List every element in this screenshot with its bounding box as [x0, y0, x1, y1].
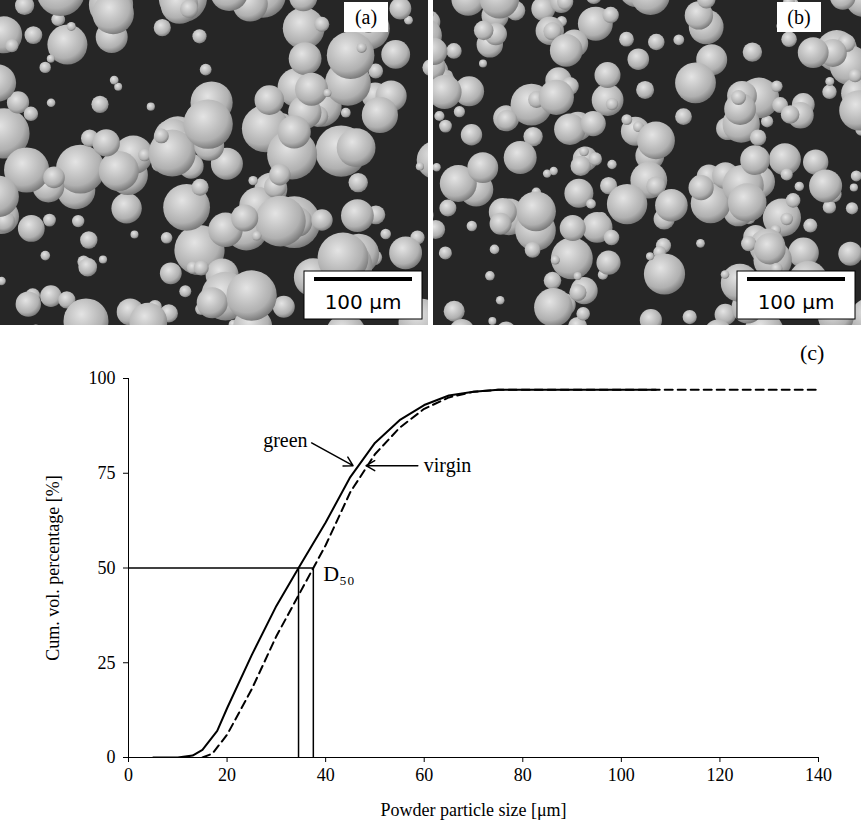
svg-text:140: 140 [805, 765, 832, 785]
svg-text:Powder particle size [μm]: Powder particle size [μm] [380, 800, 566, 820]
svg-text:100 μm: 100 μm [758, 290, 835, 314]
svg-text:(a): (a) [355, 6, 377, 29]
svg-text:green: green [263, 429, 307, 452]
svg-text:100: 100 [608, 765, 635, 785]
svg-text:0: 0 [107, 747, 116, 767]
svg-text:(b): (b) [787, 6, 810, 29]
svg-text:80: 80 [514, 765, 532, 785]
svg-text:40: 40 [317, 765, 335, 785]
svg-text:50: 50 [98, 558, 116, 578]
svg-text:20: 20 [218, 765, 236, 785]
svg-text:D₅₀: D₅₀ [323, 561, 354, 586]
svg-text:100 μm: 100 μm [325, 290, 402, 314]
svg-text:virgin: virgin [424, 454, 471, 477]
svg-text:75: 75 [98, 463, 116, 483]
svg-text:Cum. vol. percentage [%]: Cum. vol. percentage [%] [43, 475, 63, 660]
html-text:(c): (c) [800, 340, 825, 365]
svg-text:120: 120 [706, 765, 733, 785]
svg-text:60: 60 [415, 765, 433, 785]
svg-text:100: 100 [89, 368, 116, 388]
svg-text:25: 25 [98, 653, 116, 673]
svg-text:0: 0 [124, 765, 133, 785]
